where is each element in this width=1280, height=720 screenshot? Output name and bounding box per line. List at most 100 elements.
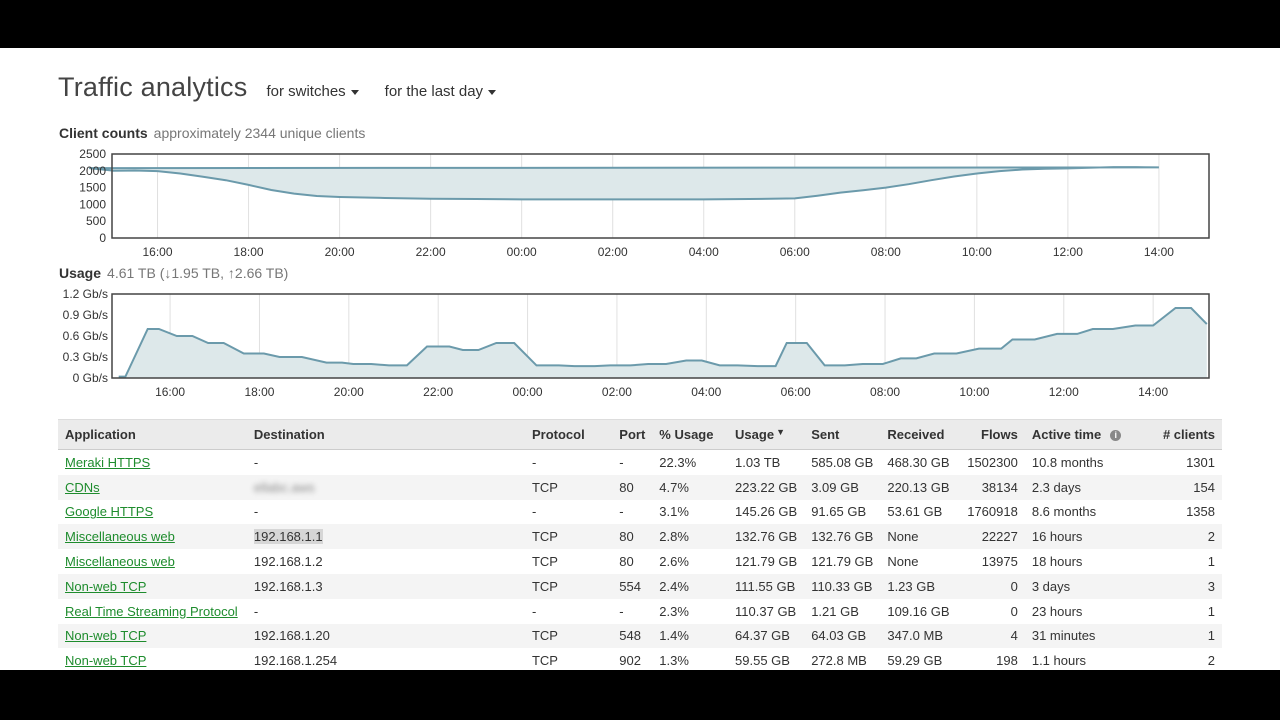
application-cell: Miscellaneous web — [58, 524, 247, 549]
col-flows[interactable]: Flows — [960, 419, 1025, 450]
protocol-cell: TCP — [531, 628, 558, 644]
active-time-cell: 23 hours — [1031, 603, 1083, 619]
client-chart-x-tick-label: 14:00 — [1144, 245, 1174, 259]
application-cell: Meraki HTTPS — [58, 450, 247, 475]
received-cell: 109.16 GB — [887, 603, 950, 619]
sent-cell: 585.08 GB — [811, 454, 874, 470]
port-cell: - — [619, 504, 624, 520]
applications-table-container: Application Destination Protocol Port % … — [58, 419, 1222, 670]
application-link[interactable]: Meraki HTTPS — [65, 454, 151, 470]
table-row: Real Time Streaming Protocol - - - 2.3% … — [58, 599, 1222, 624]
application-cell: Non-web TCP — [58, 648, 247, 670]
application-cell: CDNs — [58, 475, 247, 500]
application-link[interactable]: Non-web TCP — [65, 578, 147, 594]
client-chart-y-tick-label: 0 — [99, 231, 106, 245]
client-chart-y-tick-label: 2000 — [79, 164, 106, 178]
sent-cell: 121.79 GB — [811, 554, 874, 570]
clients-cell: 2 — [1207, 529, 1215, 545]
flows-cell: 38134 — [981, 479, 1018, 495]
destination-cell: - — [253, 454, 259, 470]
client-counts-label: Client counts — [59, 125, 148, 141]
table-row: Miscellaneous web 192.168.1.2 TCP 80 2.6… — [58, 549, 1222, 574]
application-link[interactable]: CDNs — [65, 479, 100, 495]
flows-cell: 4 — [1010, 628, 1018, 644]
usage-cell: 111.55 GB — [735, 578, 796, 594]
col-active-time[interactable]: Active time i — [1024, 419, 1156, 450]
info-icon[interactable]: i — [1110, 430, 1122, 441]
usage-chart: 16:00 18:00 20:00 22:00 00:00 02:00 04:00 06:00… — [63, 287, 1210, 399]
pct-usage-cell: 4.7% — [659, 479, 689, 495]
application-cell: Google HTTPS — [58, 500, 247, 525]
client-chart-y-tick-label: 1000 — [79, 197, 106, 211]
usage-chart-x-tick-label: 20:00 — [334, 385, 364, 399]
clients-cell: 2 — [1207, 653, 1215, 669]
client-chart-x-tick-label: 12:00 — [1053, 245, 1083, 259]
usage-cell: 223.22 GB — [735, 479, 798, 495]
col-sent[interactable]: Sent — [804, 419, 881, 450]
clients-cell: 154 — [1193, 479, 1215, 495]
application-link[interactable]: Google HTTPS — [65, 504, 154, 520]
application-link[interactable]: Miscellaneous web — [65, 554, 175, 570]
flows-cell: 198 — [996, 653, 1018, 669]
received-cell: 347.0 MB — [887, 628, 943, 644]
application-link[interactable]: Miscellaneous web — [65, 529, 175, 545]
usage-cell: 1.03 TB — [735, 454, 781, 470]
application-link[interactable]: Real Time Streaming Protocol — [65, 603, 238, 619]
sent-cell: 3.09 GB — [811, 479, 859, 495]
usage-cell: 59.55 GB — [735, 653, 790, 669]
destination-cell: 192.168.1.3 — [253, 578, 323, 594]
client-chart-plot-frame — [111, 153, 1210, 239]
protocol-cell: TCP — [531, 479, 558, 495]
col-usage[interactable]: Usage ▼ — [728, 419, 805, 450]
destination-cell: 192.168.1.20 — [253, 628, 330, 644]
col-destination[interactable]: Destination — [246, 419, 525, 450]
col-received[interactable]: Received — [880, 419, 961, 450]
col-pct-usage[interactable]: % Usage — [652, 419, 729, 450]
pct-usage-cell: 1.4% — [659, 628, 689, 644]
time-filter-dropdown[interactable]: for the last day — [385, 83, 497, 100]
sent-cell: 132.76 GB — [811, 529, 874, 545]
usage-cell: 145.26 GB — [735, 504, 798, 520]
active-time-cell: 10.8 months — [1031, 454, 1104, 470]
clients-cell: 3 — [1207, 578, 1215, 594]
col-port[interactable]: Port — [612, 419, 653, 450]
sent-cell: 91.65 GB — [811, 504, 867, 520]
usage-chart-plot-frame — [111, 293, 1210, 379]
protocol-cell: TCP — [531, 529, 558, 545]
col-protocol[interactable]: Protocol — [524, 419, 613, 450]
usage-chart-area — [118, 308, 1207, 378]
client-chart-x-tick-label: 02:00 — [598, 245, 628, 259]
protocol-cell: - — [531, 504, 537, 520]
active-time-cell: 18 hours — [1031, 554, 1083, 570]
port-cell: 554 — [619, 578, 641, 594]
destination-cell: - — [253, 603, 259, 619]
clients-cell: 1358 — [1186, 504, 1215, 520]
col-clients[interactable]: # clients — [1155, 419, 1222, 450]
application-link[interactable]: Non-web TCP — [65, 653, 147, 669]
pct-usage-cell: 2.8% — [659, 529, 689, 545]
port-cell: - — [619, 603, 624, 619]
port-cell: 548 — [619, 628, 641, 644]
client-chart-x-tick-label: 20:00 — [325, 245, 355, 259]
client-chart-x-tick-label: 22:00 — [416, 245, 446, 259]
usage-chart-x-tick-label: 16:00 — [155, 385, 185, 399]
received-cell: 468.30 GB — [887, 454, 950, 470]
client-chart-x-tick-label: 16:00 — [143, 245, 173, 259]
active-time-cell: 8.6 months — [1031, 504, 1097, 520]
col-application[interactable]: Application — [58, 419, 247, 450]
blurred-destination: ellabc.aws — [253, 479, 315, 495]
port-cell: 902 — [619, 653, 641, 669]
table-row: Non-web TCP 192.168.1.20 TCP 548 1.4% 64… — [58, 623, 1222, 649]
flows-cell: 1760918 — [967, 504, 1018, 520]
active-time-cell: 2.3 days — [1031, 479, 1081, 495]
usage-chart-x-tick-label: 06:00 — [781, 385, 811, 399]
device-filter-dropdown[interactable]: for switches — [266, 83, 359, 100]
table-row: Non-web TCP 192.168.1.3 TCP 554 2.4% 111… — [58, 573, 1222, 599]
application-link[interactable]: Non-web TCP — [65, 628, 147, 644]
port-cell: 80 — [619, 529, 634, 545]
clients-cell: 1 — [1207, 554, 1215, 570]
pct-usage-cell: 2.6% — [659, 554, 689, 570]
flows-cell: 22227 — [981, 529, 1018, 545]
sort-desc-icon: ▼ — [776, 427, 785, 437]
pct-usage-cell: 3.1% — [659, 504, 689, 520]
